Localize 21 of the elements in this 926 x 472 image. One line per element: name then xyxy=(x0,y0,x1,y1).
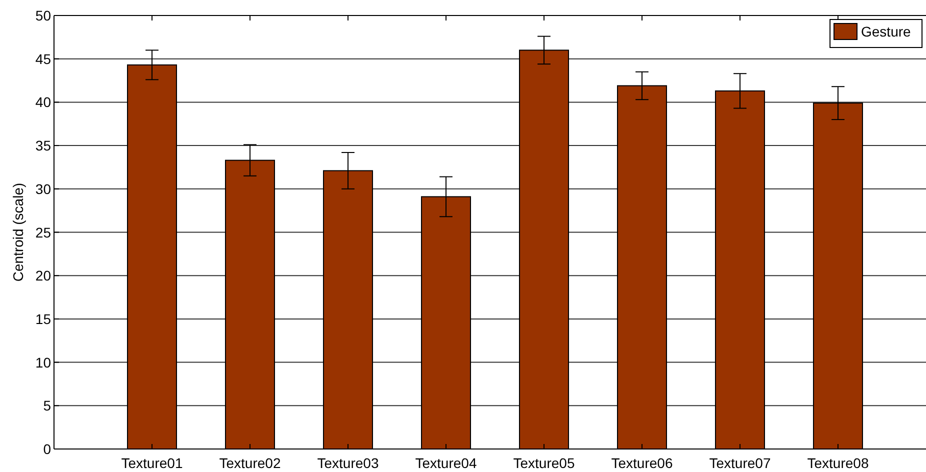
legend-label: Gesture xyxy=(861,24,912,40)
y-tick-label: 5 xyxy=(43,398,52,414)
x-tick-label: Texture06 xyxy=(611,455,673,471)
y-tick-label: 25 xyxy=(35,224,52,240)
y-tick-label: 0 xyxy=(43,441,52,457)
y-tick-label: 45 xyxy=(35,50,52,67)
y-tick-label: 50 xyxy=(35,8,52,24)
x-tick-label: Texture05 xyxy=(513,455,575,471)
x-tick-label: Texture04 xyxy=(415,455,477,471)
y-tick-label: 40 xyxy=(35,94,52,110)
y-tick-label: 15 xyxy=(35,310,52,327)
x-tick-label: Texture02 xyxy=(219,455,281,471)
y-axis-title: Centroid (scale) xyxy=(10,182,26,282)
y-tick-label: 35 xyxy=(35,138,52,154)
x-tick-label: Texture01 xyxy=(121,455,183,471)
x-tick-label: Texture07 xyxy=(709,455,771,471)
y-tick-label: 30 xyxy=(35,180,52,197)
x-tick-label: Texture03 xyxy=(317,455,379,471)
x-tick-label: Texture08 xyxy=(807,455,869,471)
y-tick-label: 10 xyxy=(35,354,52,370)
y-tick-label: 20 xyxy=(35,268,52,284)
